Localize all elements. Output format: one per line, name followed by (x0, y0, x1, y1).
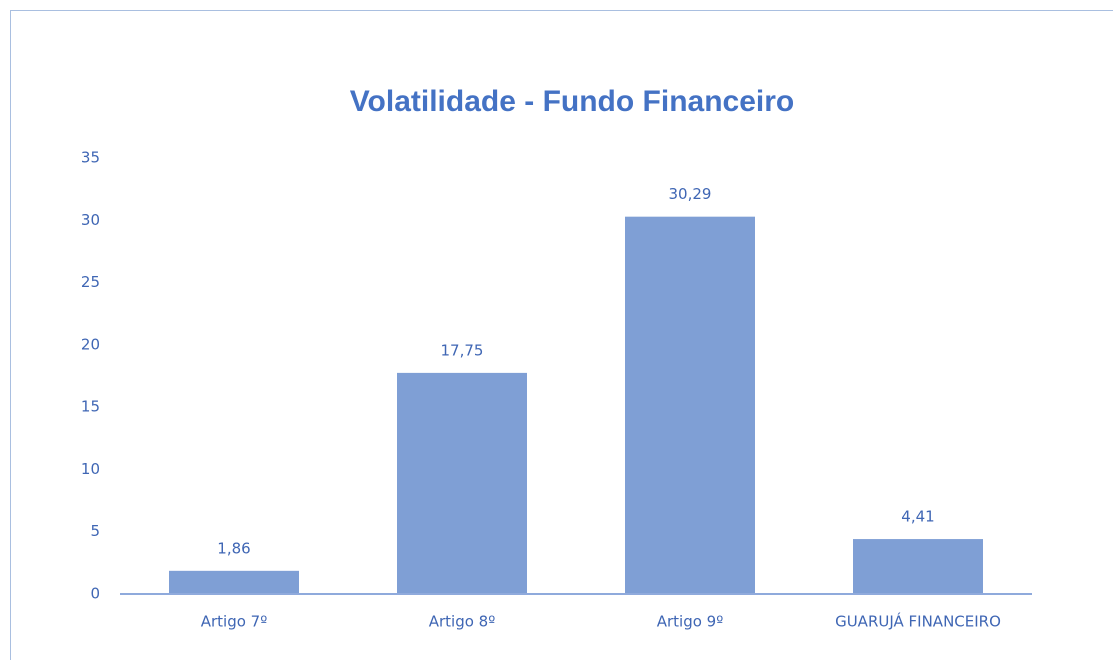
x-tick-label: Artigo 7º (201, 613, 268, 631)
x-tick-label: Artigo 9º (657, 613, 724, 631)
bar (169, 570, 299, 594)
y-tick-label: 30 (81, 211, 100, 229)
x-tick-label: GUARUJÁ FINANCEIRO (835, 612, 1001, 631)
data-label: 30,29 (669, 185, 712, 203)
y-tick-label: 0 (90, 585, 100, 603)
data-label: 1,86 (217, 539, 250, 557)
y-tick-label: 10 (81, 460, 100, 478)
y-tick-label: 15 (81, 398, 100, 416)
data-label: 17,75 (441, 341, 484, 359)
chart-title: Volatilidade - Fundo Financeiro (350, 85, 794, 118)
y-tick-label: 25 (81, 273, 100, 291)
data-label: 4,41 (901, 508, 934, 526)
y-tick-label: 5 (90, 522, 100, 540)
bar (397, 372, 527, 594)
bar (625, 216, 755, 594)
chart-border (10, 10, 1113, 660)
y-tick-label: 35 (81, 149, 100, 167)
bar (853, 539, 983, 594)
y-tick-label: 20 (81, 335, 100, 353)
x-tick-label: Artigo 8º (429, 613, 496, 631)
